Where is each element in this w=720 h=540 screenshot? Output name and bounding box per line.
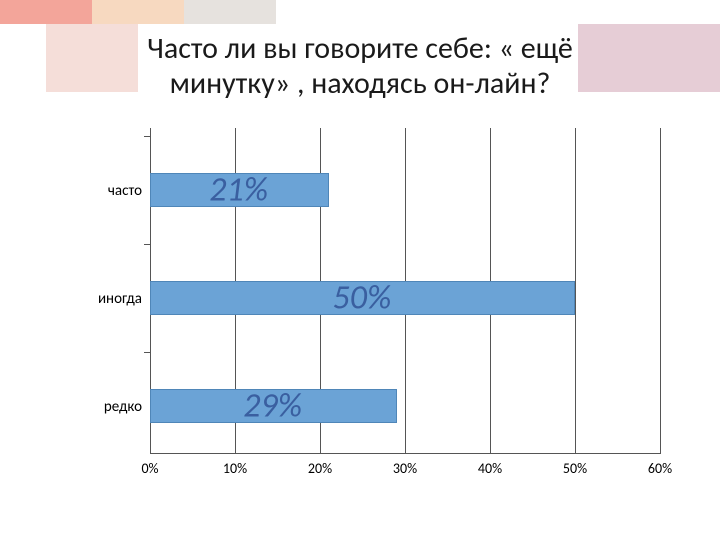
y-minor-tick xyxy=(144,136,150,137)
x-tick-label: 50% xyxy=(563,460,587,477)
gridline xyxy=(660,128,661,454)
x-tick-label: 30% xyxy=(393,460,417,477)
slide: Часто ли вы говорите себе: « ещё минутку… xyxy=(0,0,720,540)
page-title: Часто ли вы говорите себе: « ещё минутку… xyxy=(0,32,720,101)
category-label: редко xyxy=(104,398,142,416)
x-tick-label: 0% xyxy=(141,460,158,477)
x-tick-label: 40% xyxy=(478,460,502,477)
plot-area: 21%50%29% xyxy=(150,128,660,454)
category-label: иногда xyxy=(98,290,142,308)
bar xyxy=(150,389,397,423)
x-tick-label: 60% xyxy=(648,460,672,477)
y-minor-tick xyxy=(144,244,150,245)
title-line-1: Часто ли вы говорите себе: « ещё xyxy=(147,30,573,67)
y-minor-tick xyxy=(144,352,150,353)
bar-chart: часто иногда редко 21%50%29% 0% 10% 20% 30% 40… xyxy=(60,120,680,490)
deco-block xyxy=(0,0,92,24)
bar xyxy=(150,281,575,315)
gridline xyxy=(575,128,576,454)
title-line-2: минутку» , находясь он-лайн? xyxy=(170,65,551,102)
x-tick-label: 20% xyxy=(308,460,332,477)
category-label: часто xyxy=(108,182,142,200)
deco-block xyxy=(92,0,184,24)
bar xyxy=(150,173,329,207)
x-tick-label: 10% xyxy=(223,460,247,477)
x-axis-line xyxy=(150,453,660,454)
deco-block xyxy=(184,0,276,24)
